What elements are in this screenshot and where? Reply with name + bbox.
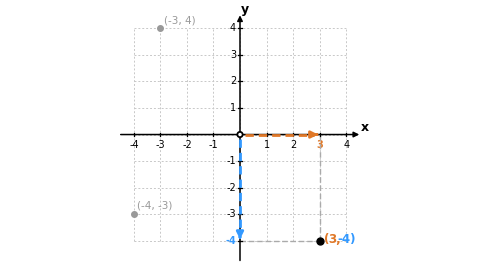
Text: (-3, 4): (-3, 4) [164,15,195,25]
Text: -4: -4 [225,236,236,246]
Text: 3: 3 [316,140,323,150]
Text: 2: 2 [230,76,236,86]
Text: -4: -4 [129,140,139,150]
Text: 1: 1 [264,140,270,150]
Text: -2: -2 [226,183,236,193]
Text: 4: 4 [230,23,236,33]
Text: 4: 4 [343,140,349,150]
Circle shape [237,132,243,137]
Text: -4): -4) [337,233,356,246]
Text: -1: -1 [209,140,218,150]
Text: 3: 3 [230,50,236,60]
Text: -1: -1 [227,156,236,166]
Text: (-4, -3): (-4, -3) [137,201,172,211]
Text: -2: -2 [182,140,192,150]
Text: (: ( [324,233,329,246]
Text: x: x [360,121,369,134]
Text: 2: 2 [290,140,296,150]
Text: 1: 1 [230,103,236,113]
Text: 3,: 3, [328,233,341,246]
Text: -3: -3 [227,209,236,219]
Text: -3: -3 [156,140,165,150]
Text: y: y [240,3,249,16]
